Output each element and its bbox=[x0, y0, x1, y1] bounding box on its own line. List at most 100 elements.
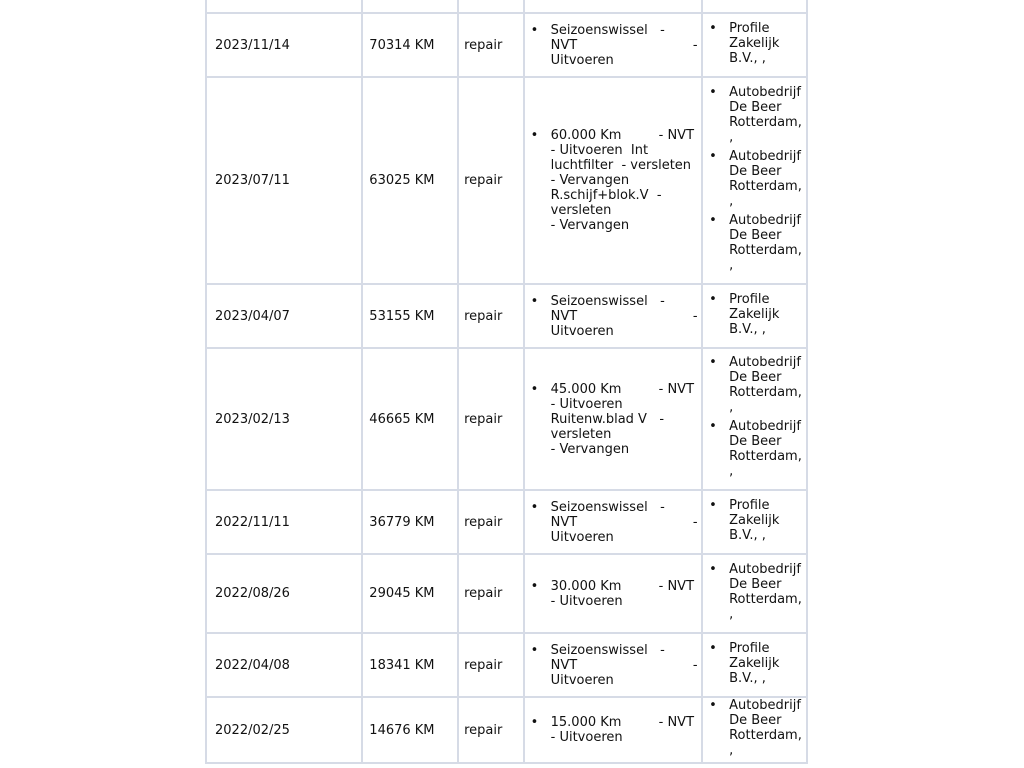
date-cell: 2023/07/11 bbox=[204, 76, 364, 285]
work-cell: 60.000 Km - NVT- Uitvoeren Intluchtfilte… bbox=[522, 76, 704, 285]
work-item-line: NVT - bbox=[550, 657, 698, 673]
garage-item-line: Rotterdam, bbox=[729, 385, 802, 400]
garage-item-line: Autobedrijf bbox=[729, 698, 801, 713]
garage-item-line: Profile bbox=[729, 497, 770, 513]
type-cell: repair bbox=[457, 12, 525, 78]
type-cell: repair bbox=[457, 76, 525, 285]
mileage-cell: 46665 KM bbox=[361, 347, 460, 491]
work-item-line: 15.000 Km - NVT bbox=[550, 715, 695, 730]
garage-item-line: Autobedrijf bbox=[729, 419, 801, 434]
type-cell: repair bbox=[457, 632, 525, 698]
garage-item-line: , bbox=[729, 257, 734, 273]
mileage-cell: 70314 KM bbox=[361, 12, 460, 78]
table-row bbox=[204, 0, 808, 14]
mileage-cell: 14676 KM bbox=[361, 696, 460, 764]
mileage-cell bbox=[361, 0, 460, 14]
mileage-cell: 53155 KM bbox=[361, 283, 460, 349]
work-item-line: - Vervangen bbox=[550, 441, 630, 457]
garage-item-line: B.V., , bbox=[729, 50, 766, 66]
work-item-line: Seizoenswissel - bbox=[550, 642, 665, 658]
work-item-line: Uitvoeren bbox=[550, 529, 614, 545]
garage-item-line: Rotterdam, bbox=[729, 114, 802, 130]
garage-item-line: De Beer bbox=[729, 434, 782, 449]
mileage-cell: 29045 KM bbox=[361, 553, 460, 634]
work-item-line: - Uitvoeren Int bbox=[550, 143, 649, 158]
work-cell-list: 30.000 Km - NVT- Uitvoeren bbox=[531, 579, 694, 609]
garage-item-line: De Beer bbox=[729, 227, 782, 243]
work-item: Seizoenswissel -NVT -Uitvoeren bbox=[531, 294, 698, 339]
work-item: Seizoenswissel -NVT -Uitvoeren bbox=[531, 499, 698, 545]
work-item-line: R.schijf+blok.V - bbox=[550, 188, 662, 203]
work-item-line: versleten bbox=[550, 426, 612, 442]
work-cell-list: Seizoenswissel -NVT -Uitvoeren bbox=[531, 294, 698, 339]
work-cell: Seizoenswissel -NVT -Uitvoeren bbox=[522, 489, 704, 555]
work-cell-list: 15.000 Km - NVT- Uitvoeren bbox=[531, 715, 695, 745]
work-item-line: Seizoenswissel - bbox=[550, 22, 665, 38]
work-item-line: luchtfilter - versleten bbox=[550, 158, 692, 173]
work-item: Seizoenswissel -NVT -Uitvoeren bbox=[531, 642, 698, 688]
work-item: 30.000 Km - NVT- Uitvoeren bbox=[531, 579, 694, 609]
garage-item-line: Profile bbox=[729, 640, 770, 656]
work-item: Seizoenswissel -NVT -Uitvoeren bbox=[531, 22, 698, 68]
garage-item-line: Profile bbox=[729, 291, 770, 307]
work-item: 60.000 Km - NVT- Uitvoeren Intluchtfilte… bbox=[531, 128, 694, 233]
garage-cell bbox=[701, 0, 808, 14]
garage-item-line: Profile bbox=[729, 20, 770, 36]
garage-item-line: B.V., , bbox=[729, 527, 766, 543]
garage-item-line: De Beer bbox=[729, 163, 782, 179]
type-cell: repair bbox=[457, 553, 525, 634]
type-cell bbox=[457, 0, 525, 14]
garage-item-line: , bbox=[729, 606, 734, 622]
garage-item-line: Rotterdam, bbox=[729, 591, 802, 607]
work-item-line: - Uitvoeren bbox=[550, 730, 623, 745]
work-cell: Seizoenswissel -NVT -Uitvoeren bbox=[522, 632, 704, 698]
work-item-line: Seizoenswissel - bbox=[550, 499, 665, 515]
work-item-line: NVT - bbox=[550, 37, 698, 53]
garage-item-line: Autobedrijf bbox=[729, 561, 801, 577]
date-cell: 2023/11/14 bbox=[204, 12, 364, 78]
work-item-line: NVT - bbox=[550, 514, 698, 530]
date-cell: 2022/02/25 bbox=[204, 696, 364, 764]
garage-item-line: Zakelijk bbox=[729, 306, 780, 322]
work-item-line: - Uitvoeren bbox=[550, 593, 623, 609]
garage-item-line: Rotterdam, bbox=[729, 728, 802, 743]
work-cell: Seizoenswissel -NVT -Uitvoeren bbox=[522, 283, 704, 349]
type-cell: repair bbox=[457, 347, 525, 491]
work-cell-list: 60.000 Km - NVT- Uitvoeren Intluchtfilte… bbox=[531, 128, 694, 233]
work-item-line: Uitvoeren bbox=[550, 323, 614, 339]
garage-item-line: , bbox=[729, 464, 734, 479]
work-cell: 15.000 Km - NVT- Uitvoeren bbox=[522, 696, 704, 764]
work-item-line: - Vervangen bbox=[550, 173, 630, 188]
garage-item-line: Zakelijk bbox=[729, 35, 780, 51]
